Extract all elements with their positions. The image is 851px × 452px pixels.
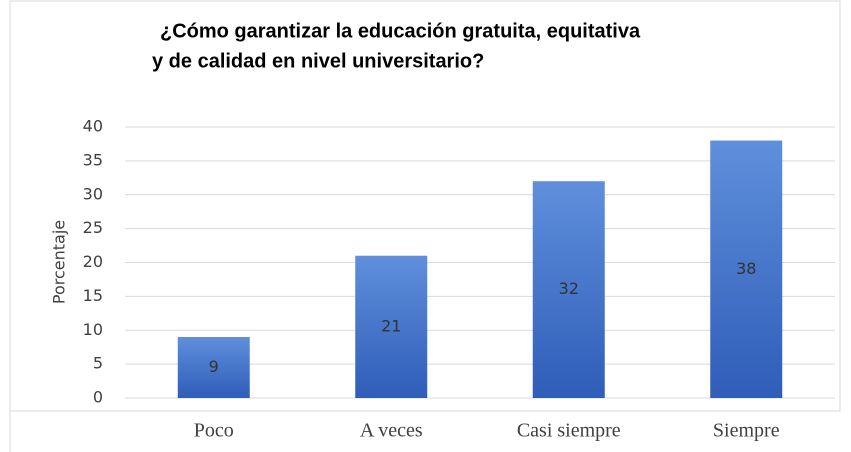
x-tick-label: A veces [360, 420, 423, 442]
x-tick-label: Poco [194, 420, 234, 442]
data-label: 32 [559, 279, 579, 298]
y-tick-label: 15 [83, 286, 103, 305]
y-axis-label: Porcentaje [50, 220, 69, 304]
chart-frame [9, 0, 841, 412]
bar [177, 337, 250, 398]
y-tick-label: 10 [83, 320, 103, 339]
bar [355, 255, 428, 398]
x-tick-label: Siempre [713, 420, 780, 442]
y-tick-label: 5 [93, 354, 103, 373]
y-tick-label: 20 [83, 252, 103, 271]
y-tick-label: 35 [83, 150, 103, 169]
bar [710, 140, 783, 399]
y-tick-label: 30 [83, 184, 103, 203]
bar [532, 181, 605, 398]
data-label: 21 [381, 316, 401, 335]
data-label: 9 [209, 357, 219, 376]
x-tick-label: Casi siempre [517, 420, 621, 442]
y-tick-label: 25 [83, 218, 103, 237]
chart-title: y de calidad en nivel universitario? [152, 50, 484, 72]
data-label: 38 [736, 259, 756, 278]
chart-title: ¿Cómo garantizar la educación gratuita, … [160, 20, 641, 42]
y-tick-label: 0 [93, 388, 103, 407]
y-tick-label: 40 [83, 117, 103, 136]
